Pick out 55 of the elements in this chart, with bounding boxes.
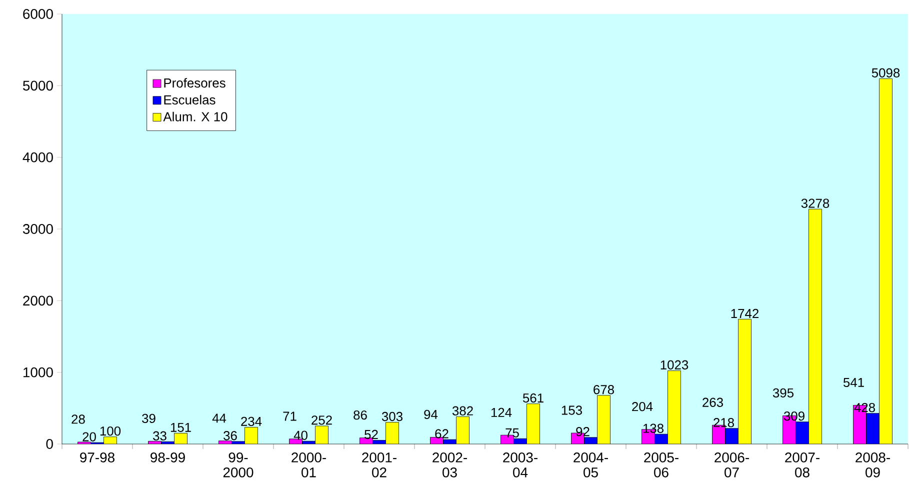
x-tick-label: 2008-09 bbox=[856, 452, 890, 478]
x-tick-label: 2004-05 bbox=[574, 452, 608, 478]
y-tick-label: 3000 bbox=[22, 224, 53, 234]
legend-label: Profesores bbox=[164, 78, 226, 88]
x-tick-label: 2003-04 bbox=[503, 452, 538, 478]
x-tick-label: 2006-07 bbox=[714, 452, 749, 478]
y-tick-label: 4000 bbox=[22, 152, 53, 162]
y-tick-label: 0 bbox=[46, 439, 53, 449]
data-label: 33 bbox=[153, 431, 166, 440]
data-label: 303 bbox=[382, 412, 402, 422]
x-tick-label: 2005-06 bbox=[644, 452, 678, 478]
data-label: 3278 bbox=[801, 198, 830, 208]
data-label: 1742 bbox=[731, 308, 758, 318]
data-label: 678 bbox=[594, 385, 614, 394]
y-tick-label: 1000 bbox=[24, 367, 53, 378]
x-tick-label: 99-2000 bbox=[223, 452, 254, 478]
legend-label: Escuelas bbox=[164, 94, 216, 104]
data-label: 138 bbox=[643, 424, 664, 433]
data-label: 44 bbox=[212, 414, 226, 423]
data-label: 52 bbox=[364, 430, 378, 440]
data-label: 20 bbox=[82, 432, 96, 442]
data-label: 234 bbox=[241, 416, 262, 426]
data-label: 541 bbox=[843, 378, 864, 388]
data-label: 40 bbox=[294, 430, 308, 440]
data-label: 94 bbox=[424, 410, 438, 420]
data-label: 28 bbox=[72, 414, 85, 424]
data-label: 218 bbox=[714, 418, 734, 428]
data-label: 100 bbox=[100, 426, 121, 436]
y-tick-label: 6000 bbox=[23, 9, 53, 19]
data-label: 62 bbox=[435, 429, 448, 438]
data-label: 1023 bbox=[660, 360, 688, 370]
legend-label: Alum. X 10 bbox=[163, 112, 228, 122]
data-label: 39 bbox=[142, 414, 156, 424]
data-label: 153 bbox=[562, 406, 582, 415]
data-label: 71 bbox=[283, 412, 296, 421]
y-tick-label: 2000 bbox=[23, 296, 53, 306]
data-label: 561 bbox=[522, 393, 544, 403]
x-tick-label: 2001-02 bbox=[362, 452, 396, 478]
data-label: 252 bbox=[312, 416, 332, 425]
y-tick-label: 5000 bbox=[23, 80, 53, 91]
data-label: 5098 bbox=[872, 68, 900, 78]
data-label: 151 bbox=[170, 422, 191, 432]
data-label: 86 bbox=[354, 410, 367, 420]
data-label: 309 bbox=[784, 411, 804, 421]
x-tick-label: 2002-03 bbox=[432, 452, 467, 478]
data-label: 36 bbox=[224, 431, 237, 440]
data-label: 124 bbox=[491, 408, 512, 417]
data-label: 382 bbox=[452, 406, 473, 416]
x-tick-label: 2000-01 bbox=[292, 452, 326, 478]
data-label: 395 bbox=[772, 388, 794, 398]
x-tick-label: 2007-08 bbox=[785, 452, 820, 478]
data-label: 204 bbox=[632, 402, 653, 412]
data-label: 263 bbox=[702, 398, 723, 407]
x-tick-label: 97-98 bbox=[80, 452, 114, 462]
x-tick-label: 98-99 bbox=[150, 452, 185, 462]
